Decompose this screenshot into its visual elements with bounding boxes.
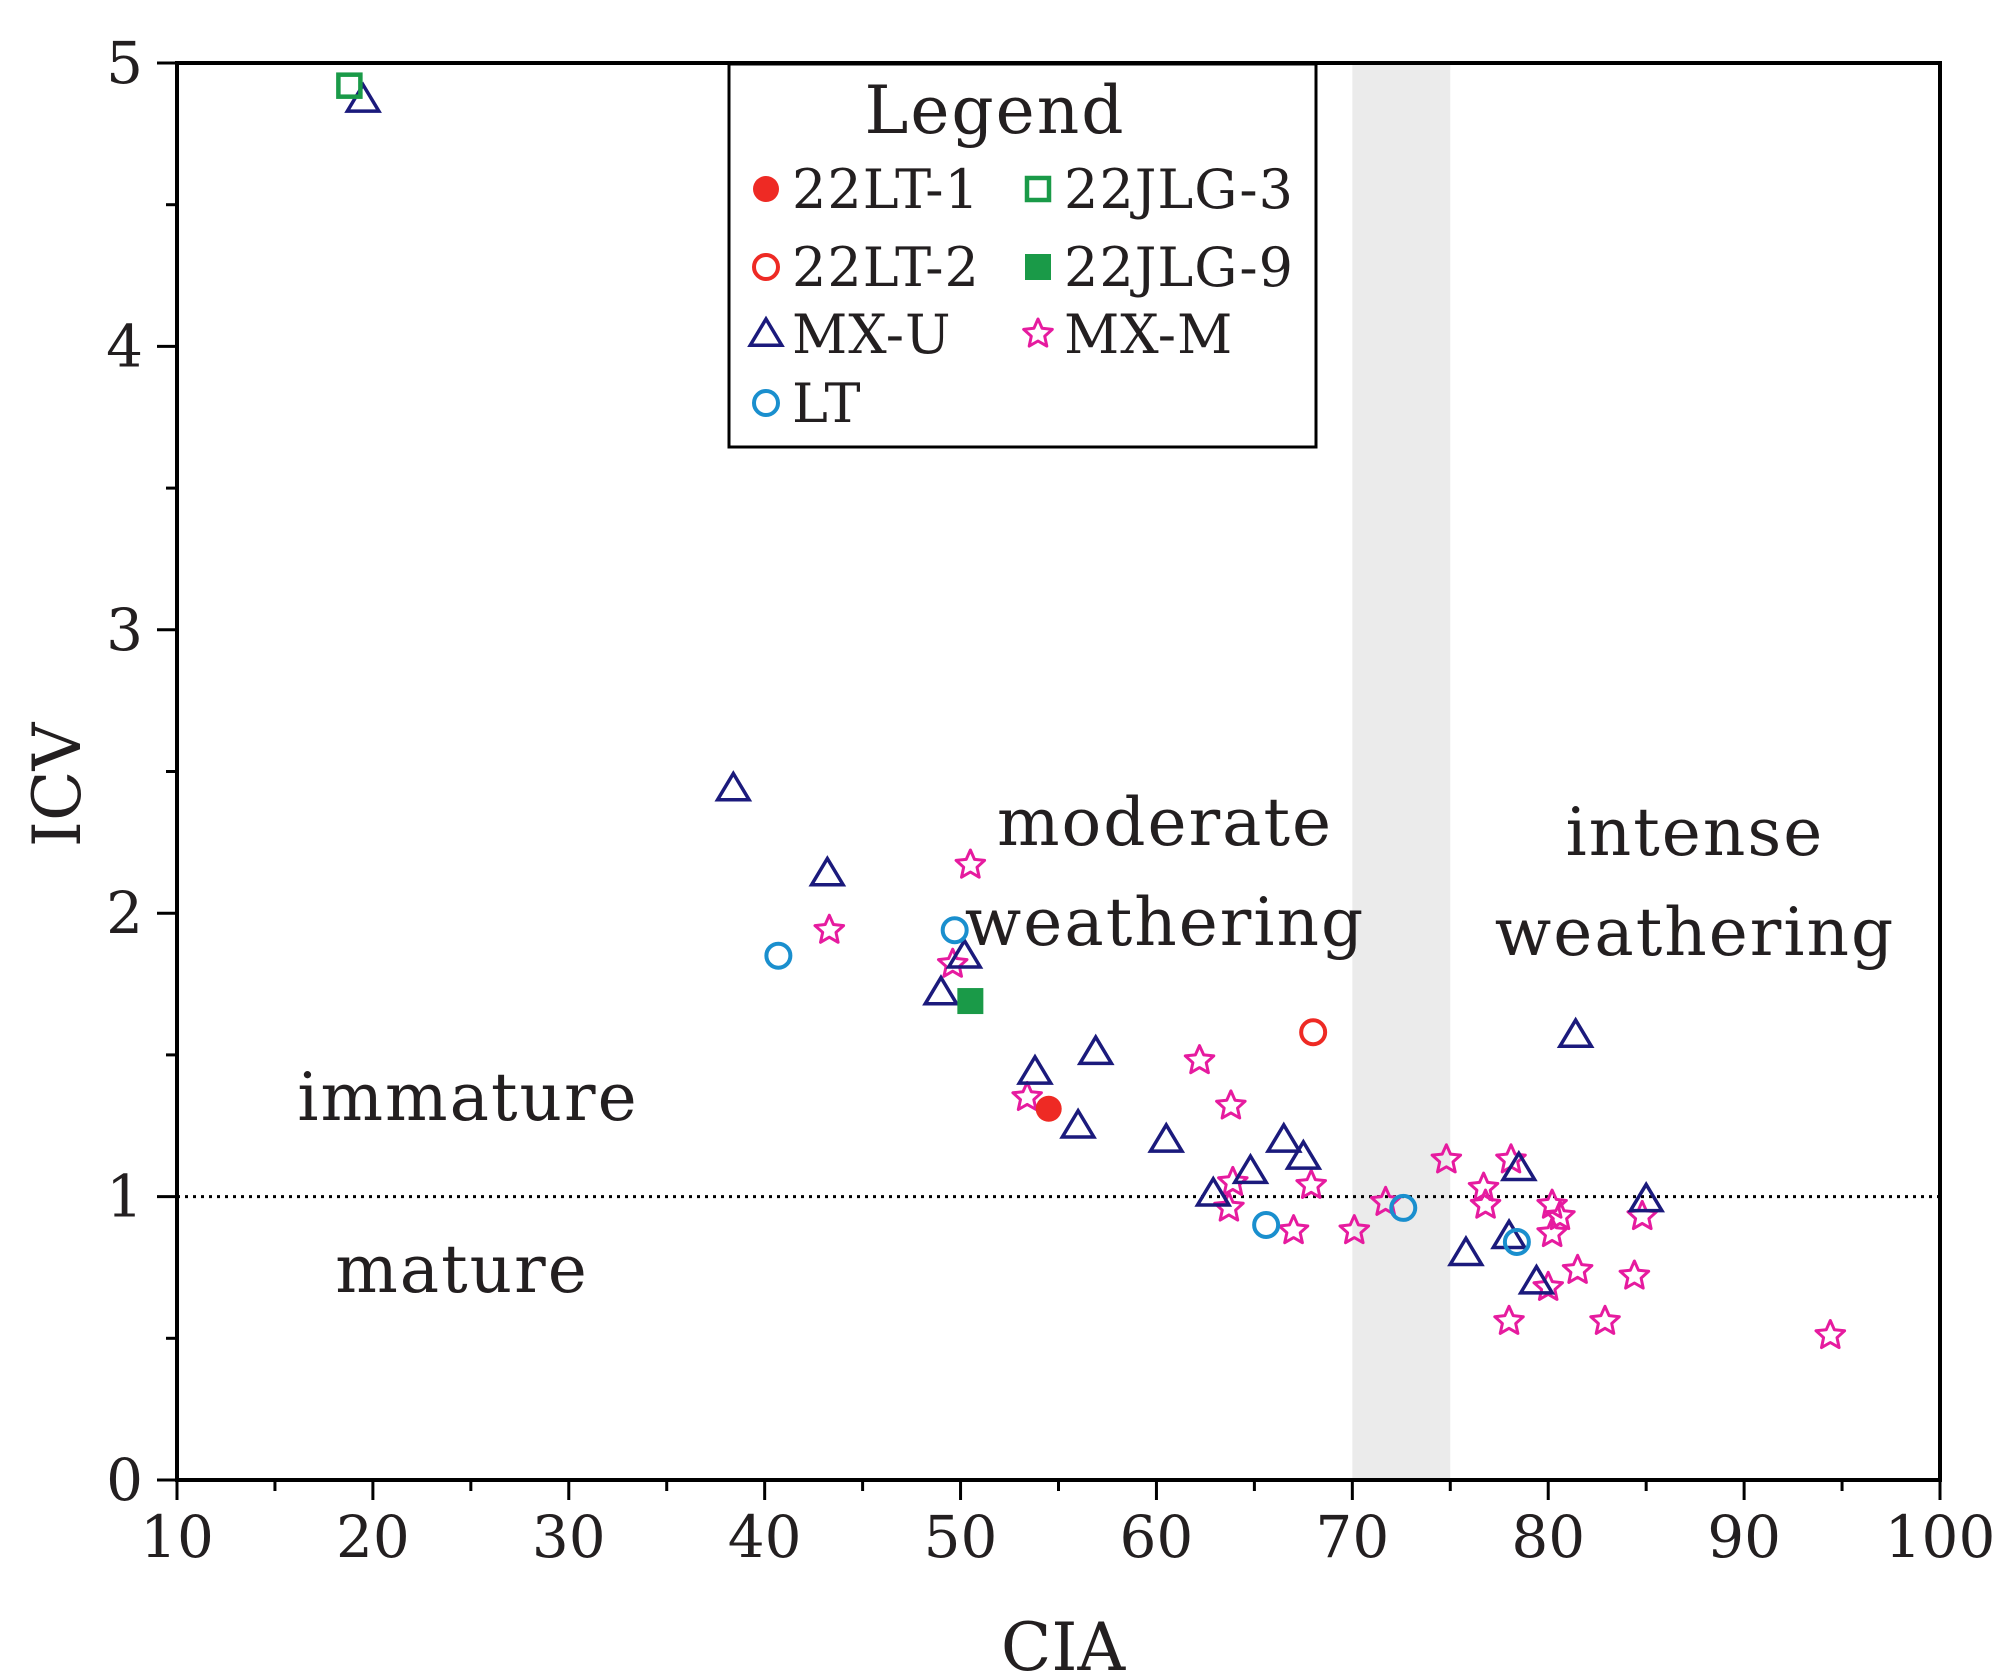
x-tick-label: 80 xyxy=(1511,1503,1585,1571)
y-tick-label: 0 xyxy=(106,1446,143,1514)
point-mx-u xyxy=(1194,1175,1233,1207)
region-label-mature: mature xyxy=(335,1231,589,1308)
legend-label-mx-m: MX-M xyxy=(1064,303,1233,366)
point-mx-m xyxy=(1430,1143,1463,1174)
legend-title: Legend xyxy=(865,72,1126,149)
point-mx-u xyxy=(808,855,847,887)
x-tick-label: 50 xyxy=(924,1503,998,1571)
legend-box xyxy=(727,62,1318,449)
point-mx-m xyxy=(1469,1188,1502,1219)
legend-entries: 22LT-1 22JLG-3 22LT-2 22JLG-9 MX-U MX-M LT xyxy=(747,158,1294,435)
point-mx-m xyxy=(1183,1044,1216,1075)
point-mx-m xyxy=(1277,1214,1310,1245)
point-mx-m xyxy=(1295,1168,1327,1199)
legend-marker-lt xyxy=(752,389,780,417)
point-mx-u xyxy=(1147,1121,1186,1153)
point-mx-u xyxy=(1447,1234,1485,1267)
x-axis-title: CIA xyxy=(1001,1609,1127,1680)
point-mx-u xyxy=(922,974,960,1006)
point-mx-u xyxy=(1556,1016,1595,1049)
x-tick-label: 60 xyxy=(1120,1503,1194,1571)
region-label-immature: immature xyxy=(297,1059,638,1136)
region-label-moderate-2: weathering xyxy=(965,884,1365,961)
legend-marker-22jlg-3 xyxy=(1024,175,1052,203)
legend-label-lt: LT xyxy=(792,372,861,435)
point-mx-m xyxy=(1493,1304,1525,1335)
x-tick-label: 20 xyxy=(336,1503,410,1571)
y-tick-label: 5 xyxy=(106,29,143,97)
point-mx-m xyxy=(1814,1319,1847,1350)
point-mx-u xyxy=(945,937,984,969)
point-22jlg-3 xyxy=(336,72,363,99)
point-mx-u xyxy=(1059,1107,1097,1139)
legend-marker-22lt-1 xyxy=(753,176,779,202)
point-mx-m xyxy=(1338,1214,1371,1245)
point-mx-u xyxy=(1264,1121,1303,1153)
point-mx-u xyxy=(714,770,753,802)
legend-label-22lt-2: 22LT-2 xyxy=(792,236,980,299)
point-lt xyxy=(1389,1193,1418,1222)
data-points xyxy=(336,72,1847,1350)
legend-label-22jlg-9: 22JLG-9 xyxy=(1064,236,1294,299)
point-mx-u xyxy=(1284,1138,1323,1170)
point-mx-u xyxy=(1517,1263,1556,1295)
transition-shaded-band xyxy=(1352,63,1451,1480)
y-tick-label: 2 xyxy=(106,879,143,947)
x-axis-ticks: 10 20 30 40 50 60 70 80 90 100 xyxy=(140,1480,1995,1571)
point-mx-m xyxy=(1561,1253,1594,1284)
legend-label-mx-u: MX-U xyxy=(792,303,952,366)
point-mx-u xyxy=(1076,1033,1115,1066)
x-tick-label: 70 xyxy=(1315,1503,1389,1571)
point-mx-m xyxy=(937,947,969,978)
legend-marker-22lt-2 xyxy=(752,253,780,281)
point-22lt-1 xyxy=(1035,1095,1062,1122)
point-mx-u xyxy=(1231,1152,1270,1185)
point-mx-m xyxy=(1536,1216,1568,1248)
point-mx-m xyxy=(813,913,846,944)
legend-marker-mx-u xyxy=(747,315,785,347)
x-tick-label: 10 xyxy=(140,1503,214,1571)
point-lt xyxy=(1252,1210,1281,1239)
point-lt xyxy=(764,941,793,970)
x-tick-label: 30 xyxy=(532,1503,606,1571)
x-tick-label: 40 xyxy=(728,1503,802,1571)
point-mx-m xyxy=(1544,1199,1576,1231)
y-tick-label: 1 xyxy=(106,1163,143,1231)
y-axis-ticks: 0 1 2 3 4 5 xyxy=(106,29,177,1514)
y-tick-label: 3 xyxy=(106,596,143,664)
point-mx-u xyxy=(1490,1217,1528,1250)
point-mx-u xyxy=(1499,1149,1538,1182)
point-mx-u xyxy=(1627,1181,1666,1213)
point-mx-m xyxy=(1011,1080,1043,1111)
region-label-moderate-1: moderate xyxy=(997,784,1333,861)
region-label-intense-1: intense xyxy=(1566,794,1825,871)
point-22lt-2 xyxy=(1299,1018,1328,1047)
y-tick-label: 4 xyxy=(106,312,143,380)
point-lt xyxy=(1502,1227,1531,1256)
legend-label-22lt-1: 22LT-1 xyxy=(792,158,980,221)
point-lt xyxy=(940,916,969,945)
point-mx-m xyxy=(1589,1304,1621,1335)
point-mx-m xyxy=(1217,1165,1249,1197)
legend-marker-22jlg-9 xyxy=(1025,254,1051,280)
point-mx-m xyxy=(1213,1191,1245,1222)
y-axis-title: ICV xyxy=(19,722,96,848)
legend-marker-mx-m xyxy=(1022,317,1054,348)
region-label-intense-2: weathering xyxy=(1495,894,1895,971)
legend: Legend 22LT-1 22JLG-3 22LT-2 22JLG-9 MX-U MX-… xyxy=(727,62,1318,449)
point-22jlg-9 xyxy=(957,988,984,1015)
legend-label-22jlg-3: 22JLG-3 xyxy=(1064,158,1294,221)
x-tick-label: 100 xyxy=(1885,1503,1996,1571)
point-mx-m xyxy=(1215,1089,1247,1120)
point-mx-m xyxy=(1618,1259,1651,1290)
x-tick-label: 90 xyxy=(1707,1503,1781,1571)
point-mx-u xyxy=(1016,1053,1054,1085)
point-mx-m xyxy=(954,848,987,879)
